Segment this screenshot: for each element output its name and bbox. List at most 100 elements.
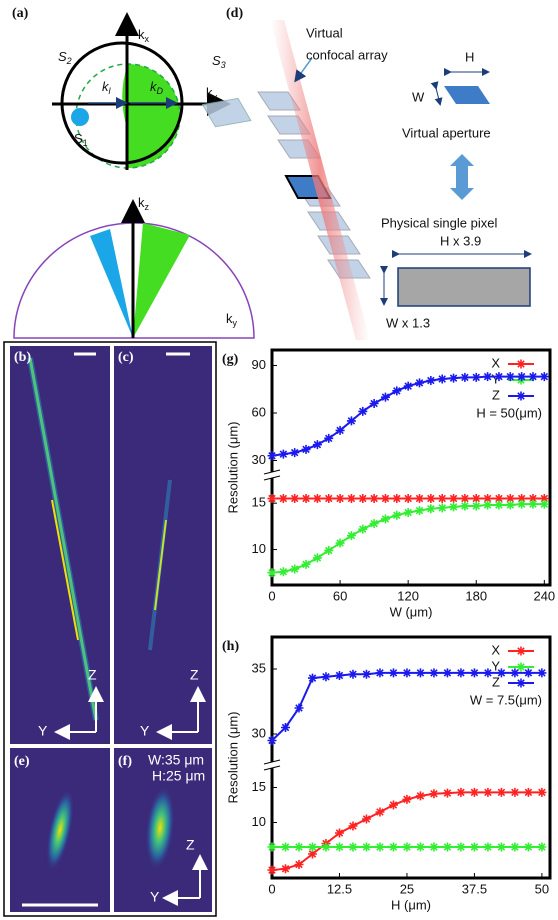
point-marker (402, 795, 411, 804)
axis-ky2: ky (226, 311, 238, 328)
legend-swatch (517, 392, 526, 401)
point-marker (268, 736, 277, 745)
point-marker (483, 372, 492, 381)
panel-a: (a) kx ky S2 S3 S1 kl kD kz ky (12, 6, 254, 338)
point-marker (279, 567, 288, 576)
panel-label: (g) (222, 352, 239, 367)
axis-kz: kz (138, 195, 150, 212)
point-marker (497, 843, 506, 852)
legend-label: Z (492, 674, 500, 689)
x-tick-label: 50 (535, 881, 549, 896)
dim-wx: W x 1.3 (386, 315, 430, 330)
point-marker (370, 399, 379, 408)
x-tick-label: 0 (268, 881, 275, 896)
x-tick-label: 60 (333, 588, 347, 603)
point-marker (537, 668, 546, 677)
panel-label: (d) (226, 6, 243, 21)
x-tick-label: 12.5 (327, 881, 352, 896)
point-marker (290, 494, 299, 503)
point-marker (438, 503, 447, 512)
image-panels: (b) (c) (e) (f) Z Y Z Y Z Y W:35 μm H:25… (4, 342, 216, 916)
point-marker (348, 670, 357, 679)
sphere-s1: S1 (74, 131, 88, 148)
point-marker (524, 788, 533, 797)
x-tick-label: 37.5 (462, 881, 487, 896)
spot-w: W:35 μm (148, 752, 204, 768)
point-marker (402, 843, 411, 852)
point-marker (426, 494, 435, 503)
point-marker (347, 531, 356, 540)
point-marker (268, 494, 277, 503)
point-marker (335, 671, 344, 680)
point-marker (290, 448, 299, 457)
point-marker (416, 843, 425, 852)
point-marker (268, 568, 277, 577)
point-marker (381, 393, 390, 402)
x-tick-label: 25 (400, 881, 414, 896)
point-marker (290, 565, 299, 574)
point-marker (375, 808, 384, 817)
virtual-array (203, 97, 251, 128)
pixel-label: Physical single pixel (381, 215, 497, 230)
point-marker (358, 525, 367, 534)
point-marker (537, 843, 546, 852)
x-tick-label: 180 (465, 588, 487, 603)
legend-swatch (517, 647, 526, 656)
point-marker (313, 440, 322, 449)
point-marker (510, 668, 519, 677)
panel-label: (b) (14, 350, 31, 365)
point-marker (483, 501, 492, 510)
point-marker (416, 791, 425, 800)
array-label-2: confocal array (306, 47, 388, 62)
point-marker (456, 843, 465, 852)
x-tick-label: 120 (397, 588, 419, 603)
point-marker (460, 373, 469, 382)
annotation: W = 7.5(μm) (470, 692, 542, 707)
point-marker (392, 494, 401, 503)
axis-y: Y (38, 723, 48, 739)
point-marker (294, 704, 303, 713)
y-tick-label: 15 (252, 779, 266, 794)
panel-label: (f) (118, 754, 132, 769)
annotation: H = 50(μm) (476, 405, 542, 420)
panel-d: (d) Virtual confocal array H W Virtual a… (203, 6, 530, 340)
point-marker (324, 494, 333, 503)
point-marker (313, 553, 322, 562)
point-marker (472, 373, 481, 382)
dim-hx: H x 3.9 (440, 233, 481, 248)
point-marker (281, 843, 290, 852)
point-marker (302, 445, 311, 454)
point-marker (404, 508, 413, 517)
legend-label: X (491, 355, 500, 370)
point-marker (472, 501, 481, 510)
y-tick-label: 10 (252, 541, 266, 556)
point-marker (302, 560, 311, 569)
point-marker (336, 494, 345, 503)
point-marker (404, 494, 413, 503)
point-marker (483, 788, 492, 797)
point-marker (438, 494, 447, 503)
axis-z: Z (186, 837, 195, 853)
point-marker (268, 451, 277, 460)
point-marker (517, 500, 526, 509)
y-axis-label: Resolution (μm) (225, 711, 240, 803)
point-marker (470, 843, 479, 852)
point-marker (415, 378, 424, 387)
point-marker (281, 864, 290, 873)
point-marker (426, 504, 435, 513)
point-marker (404, 382, 413, 391)
y-tick-label: 60 (252, 404, 266, 419)
panel-label: (h) (222, 639, 239, 654)
aperture-label: Virtual aperture (402, 125, 491, 140)
point-marker (335, 829, 344, 838)
point-marker (389, 801, 398, 810)
legend-label: Z (492, 387, 500, 402)
point-marker (321, 672, 330, 681)
panel-label: (a) (12, 6, 29, 21)
legend-swatch (517, 679, 526, 688)
axis-y: Y (140, 723, 150, 739)
point-marker (510, 788, 519, 797)
point-marker (358, 494, 367, 503)
point-marker (443, 668, 452, 677)
point-marker (348, 822, 357, 831)
